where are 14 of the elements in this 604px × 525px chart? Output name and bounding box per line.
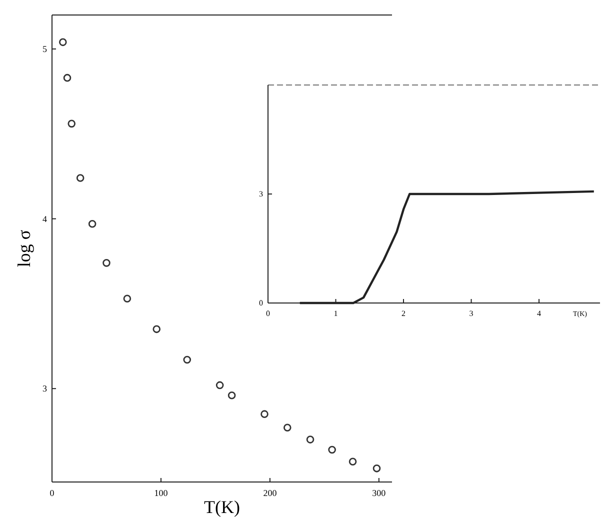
x-tick-label: 0	[266, 309, 270, 318]
y-tick-label: 3	[42, 384, 48, 394]
y-tick-label: 5	[42, 44, 48, 54]
x-tick-label: 0	[50, 488, 55, 498]
x-tick-label: 1	[334, 309, 338, 318]
x-tick-label: 3	[469, 309, 474, 318]
x-tick-label: 200	[263, 488, 278, 498]
x-tick-label: 100	[154, 488, 168, 498]
x-tick-label: 300	[372, 488, 386, 498]
y-axis-title: log σ	[14, 230, 34, 268]
x-tick-label: 2	[402, 309, 406, 318]
x-tick-label: 4	[537, 309, 542, 318]
y-tick-label: 4	[42, 214, 48, 224]
x-axis-title: T(K)	[204, 497, 240, 517]
